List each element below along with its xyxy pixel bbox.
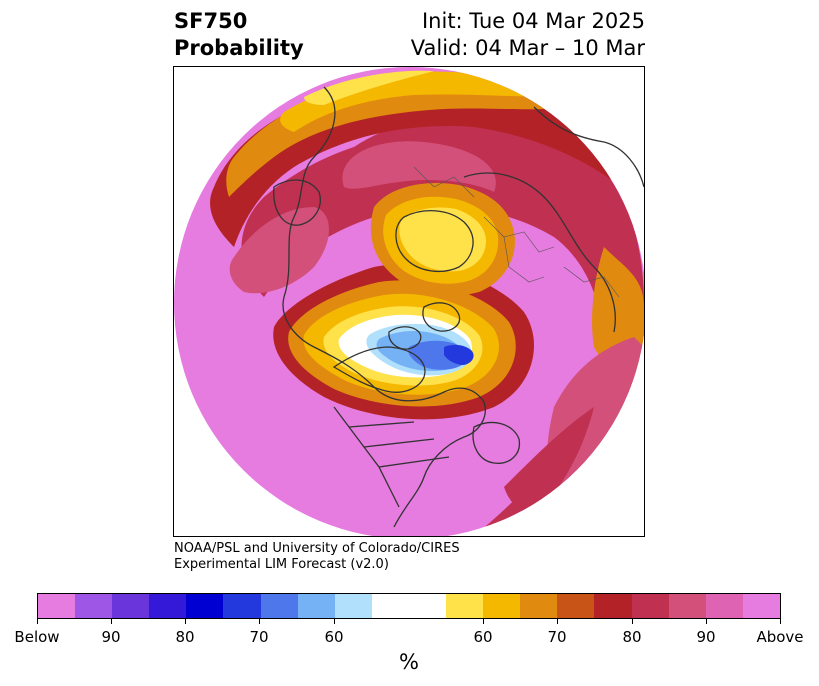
credit-line-2: Experimental LIM Forecast (v2.0) — [174, 557, 389, 572]
colorbar-tick-mark — [111, 619, 112, 624]
colorbar-segment-below-0 — [38, 594, 76, 618]
colorbar-segment-below-1 — [75, 594, 113, 618]
colorbar-segment-below-2 — [112, 594, 150, 618]
colorbar-tick-label: 90 — [101, 628, 121, 646]
colorbar-segment-below-3 — [149, 594, 187, 618]
credit-line-1: NOAA/PSL and University of Colorado/CIRE… — [174, 541, 460, 556]
colorbar — [37, 593, 781, 619]
colorbar-tick-label: 60 — [324, 628, 344, 646]
colorbar-tick-label: 70 — [547, 628, 567, 646]
colorbar-segment-above-4 — [594, 594, 632, 618]
colorbar-tick-mark — [185, 619, 186, 624]
colorbar-tick-mark — [483, 619, 484, 624]
colorbar-tick-label: 60 — [473, 628, 493, 646]
colorbar-tick-label: 70 — [249, 628, 269, 646]
valid-range: Valid: 04 Mar – 10 Mar — [410, 36, 645, 60]
plot-title-right: Init: Tue 04 Mar 2025 Valid: 04 Mar – 10… — [411, 8, 645, 62]
title-quantity: Probability — [174, 36, 304, 60]
colorbar-tick-label: Above — [756, 628, 804, 646]
probability-map — [174, 67, 644, 536]
colorbar-tick-mark — [706, 619, 707, 624]
colorbar-segment-above-2 — [520, 594, 558, 618]
colorbar-segment-above-0 — [446, 594, 484, 618]
colorbar-tick-mark — [37, 619, 38, 624]
colorbar-segment-above-8 — [742, 594, 780, 618]
colorbar-segment-below-5 — [223, 594, 261, 618]
colorbar-segment-above-5 — [631, 594, 669, 618]
colorbar-tick-mark — [259, 619, 260, 624]
colorbar-segment-below-6 — [260, 594, 298, 618]
colorbar-segment-above-7 — [705, 594, 743, 618]
colorbar-tick-mark — [334, 619, 335, 624]
political-borders — [413, 166, 620, 298]
colorbar-segment-neutral — [371, 594, 447, 618]
colorbar-segment-below-8 — [334, 594, 372, 618]
colorbar-label: % — [399, 650, 419, 674]
colorbar-segment-above-6 — [668, 594, 706, 618]
credit-text: NOAA/PSL and University of Colorado/CIRE… — [174, 541, 460, 573]
colorbar-tick-label: 80 — [175, 628, 195, 646]
colorbar-tick-mark — [557, 619, 558, 624]
probability-shading — [174, 67, 644, 536]
colorbar-tick-label: 80 — [622, 628, 642, 646]
plot-title-left: SF750 Probability — [174, 8, 304, 62]
colorbar-segment-below-7 — [297, 594, 335, 618]
colorbar-segment-below-4 — [186, 594, 224, 618]
colorbar-segment-above-3 — [557, 594, 595, 618]
title-variable: SF750 — [174, 9, 248, 33]
coastlines — [273, 86, 644, 528]
colorbar-tick-mark — [632, 619, 633, 624]
colorbar-tick-label: Below — [14, 628, 60, 646]
colorbar-tick-mark — [780, 619, 781, 624]
colorbar-tick-label: 90 — [696, 628, 716, 646]
init-date: Init: Tue 04 Mar 2025 — [421, 9, 645, 33]
map-panel — [173, 66, 645, 537]
colorbar-segment-above-1 — [483, 594, 521, 618]
